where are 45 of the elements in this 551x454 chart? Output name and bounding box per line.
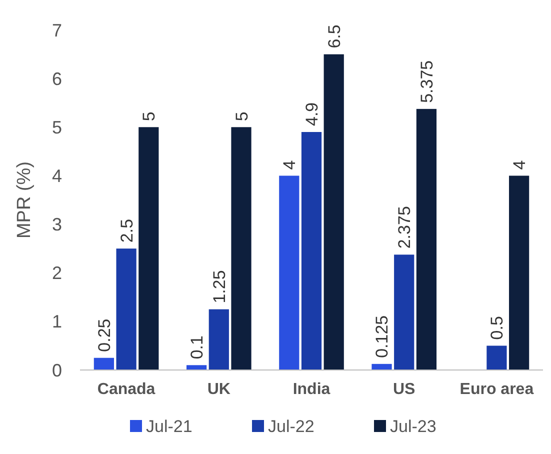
data-label: 5 (232, 112, 252, 122)
y-tick-label: 3 (52, 214, 62, 235)
data-label: 2.375 (395, 206, 414, 249)
x-tick-label: US (392, 381, 416, 398)
y-axis-title: MPR (%) (14, 161, 35, 239)
x-tick-label: Euro area (460, 381, 534, 398)
y-tick-label: 4 (52, 166, 62, 186)
y-tick-label: 1 (52, 312, 62, 332)
y-tick-label: 0 (52, 360, 62, 380)
bar (208, 309, 229, 370)
data-label: 4 (280, 160, 300, 170)
bar (138, 127, 159, 370)
bar (508, 176, 530, 370)
bar (372, 364, 392, 370)
data-label: 2.5 (117, 218, 136, 243)
bar (94, 358, 114, 370)
bar (279, 176, 300, 370)
data-label: 5 (140, 112, 159, 122)
legend-label: Jul-21 (146, 417, 192, 436)
y-tick-label: 5 (52, 117, 62, 138)
data-label: 0.25 (94, 318, 114, 352)
bar (301, 132, 322, 370)
data-label: 5.375 (417, 60, 436, 103)
y-tick-label: 6 (52, 68, 62, 89)
bar (231, 127, 252, 370)
bar (416, 108, 437, 370)
bar (324, 54, 344, 370)
bar (186, 365, 207, 370)
data-label: 4.9 (302, 102, 322, 126)
y-tick-label: 2 (52, 263, 62, 284)
legend-label: Jul-22 (268, 417, 314, 436)
data-label: 0.125 (372, 315, 392, 358)
data-label: 0.1 (188, 336, 207, 360)
x-tick-label: Canada (97, 381, 156, 398)
data-label: 1.25 (210, 270, 229, 304)
x-tick-label: UK (207, 381, 231, 398)
legend-label: Jul-23 (390, 417, 436, 436)
bar (116, 248, 136, 370)
bar (486, 346, 507, 370)
x-tick-label: India (292, 381, 330, 398)
data-label: 0.5 (488, 316, 507, 340)
data-label: 4 (510, 160, 530, 170)
y-tick-label: 7 (52, 20, 62, 40)
data-label: 6.5 (324, 24, 344, 48)
bar (394, 254, 414, 370)
